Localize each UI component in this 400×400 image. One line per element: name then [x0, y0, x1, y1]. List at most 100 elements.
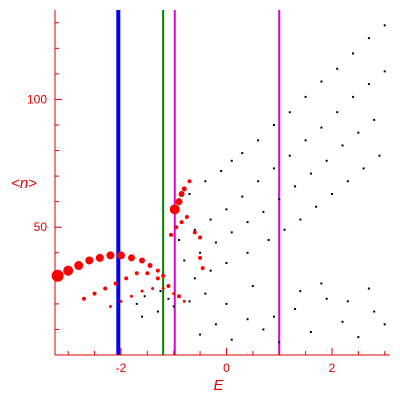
x-tick-label: 2	[329, 361, 336, 375]
x-tick-label: -2	[116, 361, 127, 375]
eigenstate-point	[199, 333, 202, 336]
eigenstate-point	[341, 320, 344, 323]
eigenstate-point	[241, 195, 244, 198]
highlighted-point	[161, 273, 166, 278]
eigenstate-point	[167, 297, 170, 300]
highlighted-point	[198, 235, 203, 240]
eigenstate-point	[336, 67, 339, 70]
eigenstate-point	[204, 180, 207, 183]
eigenstate-point	[346, 300, 349, 303]
eigenstate-point	[230, 338, 233, 341]
eigenstate-point	[193, 277, 196, 280]
eigenstate-point	[214, 241, 217, 244]
eigenstate-point	[204, 292, 207, 295]
highlighted-point	[139, 257, 146, 264]
eigenstate-point	[278, 198, 281, 201]
highlighted-state-points	[51, 179, 205, 308]
eigenstate-point	[193, 228, 196, 231]
eigenstate-point	[246, 318, 249, 321]
eigenstate-point	[272, 124, 275, 126]
eigenstate-point	[357, 336, 360, 339]
eigenstate-point	[309, 172, 312, 175]
eigenstate-point	[283, 228, 286, 231]
highlighted-point	[116, 251, 125, 260]
y-axis-label: <n>	[11, 175, 37, 192]
highlighted-point	[192, 230, 197, 235]
highlighted-point	[145, 271, 150, 276]
x-tick-label: 0	[223, 361, 230, 375]
highlighted-point	[179, 220, 184, 225]
eigenstate-point	[341, 144, 344, 147]
y-tick-label: 100	[27, 92, 47, 106]
eigenstate-point	[362, 167, 365, 170]
highlighted-point	[151, 287, 155, 291]
eigenstate-point	[246, 221, 249, 224]
vertical-marker-lines	[116, 10, 281, 355]
highlighted-point	[184, 215, 189, 219]
eigenstate-point	[188, 300, 191, 303]
eigenstate-point	[320, 282, 323, 285]
eigenstate-point	[159, 290, 162, 293]
highlighted-point	[85, 256, 94, 265]
highlighted-point	[155, 276, 160, 281]
highlighted-point	[182, 299, 186, 303]
eigenstate-point	[214, 323, 217, 326]
eigenstate-point	[262, 210, 265, 213]
highlighted-point	[166, 284, 171, 288]
eigenstate-point	[225, 302, 228, 305]
eigenstate-point	[294, 185, 297, 188]
eigenstate-point	[304, 95, 307, 98]
highlighted-point	[95, 253, 104, 262]
eigenstate-points	[135, 24, 386, 344]
highlighted-point	[92, 291, 97, 296]
highlighted-point	[187, 179, 192, 184]
eigenstate-point	[267, 239, 270, 241]
eigenstate-point	[278, 341, 281, 344]
eigenstate-point	[141, 315, 144, 318]
eigenstate-point	[183, 259, 186, 262]
highlighted-point	[172, 292, 176, 296]
eigenstate-point	[230, 159, 233, 162]
highlighted-point	[129, 294, 133, 298]
highlighted-point	[108, 304, 112, 308]
eigenstate-point	[177, 239, 180, 241]
highlighted-point	[134, 271, 139, 276]
eigenstate-point	[257, 180, 260, 183]
eigenstate-point	[383, 70, 386, 73]
eigenstate-point	[262, 328, 265, 331]
eigenstate-point	[346, 180, 349, 183]
eigenstate-point	[383, 24, 386, 27]
eigenstate-point	[320, 126, 323, 129]
eigenstate-point	[135, 302, 138, 305]
highlighted-point	[147, 263, 153, 269]
eigenstate-point	[315, 205, 318, 208]
eigenstate-point	[352, 52, 355, 55]
highlighted-point	[103, 286, 108, 291]
eigenstate-point	[357, 131, 360, 134]
highlighted-point	[161, 287, 165, 291]
eigenstate-point	[352, 95, 355, 98]
eigenstate-point	[373, 118, 376, 121]
highlighted-point	[181, 186, 187, 192]
eigenstate-point	[299, 290, 302, 293]
eigenstate-point	[272, 315, 275, 318]
eigenstate-point	[320, 80, 323, 83]
eigenstate-point	[272, 167, 275, 170]
highlighted-point	[124, 276, 129, 281]
highlighted-point	[82, 296, 87, 301]
eigenstate-point	[294, 308, 297, 310]
x-axis-ticks: -2 0 2	[67, 348, 386, 375]
highlighted-point	[127, 254, 135, 262]
eigenstate-point	[209, 218, 212, 221]
y-axis-ticks: 50 100	[27, 22, 62, 330]
highlighted-point	[140, 289, 144, 293]
eigenstate-point	[225, 208, 228, 211]
eigenstate-point	[199, 251, 202, 254]
eigenstate-point	[288, 111, 291, 114]
highlighted-point	[198, 255, 203, 260]
eigenstate-point	[304, 139, 307, 142]
highlighted-point	[175, 198, 183, 206]
eigenstate-point	[143, 295, 146, 298]
highlighted-point	[119, 299, 123, 303]
eigenstate-point	[230, 231, 233, 234]
